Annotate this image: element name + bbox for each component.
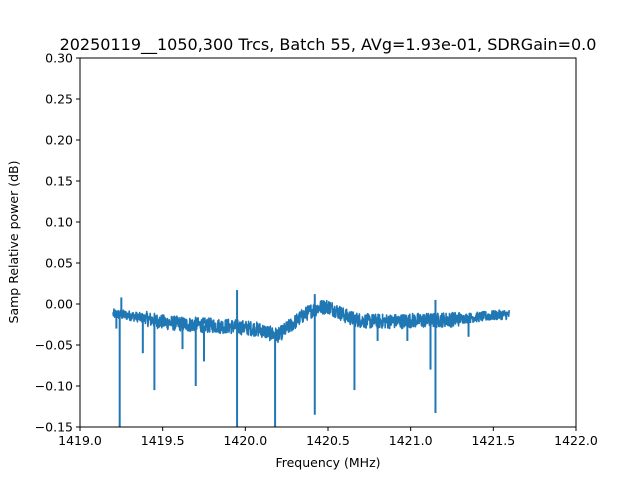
series-line	[112, 299, 511, 344]
y-tick-label: 0.10	[45, 215, 73, 230]
y-tick-label: 0.20	[45, 133, 73, 148]
y-tick-label: −0.10	[35, 379, 73, 394]
y-tick-label: 0.25	[45, 92, 73, 107]
y-tick-label: −0.15	[35, 420, 73, 435]
x-tick-label: 1420.0	[223, 433, 267, 448]
x-tick-label: 1420.5	[306, 433, 350, 448]
x-tick-label: 1419.0	[58, 433, 102, 448]
y-tick-label: −0.05	[35, 338, 73, 353]
plot-area	[112, 290, 511, 427]
y-tick-label: 0.30	[45, 51, 73, 66]
y-axis: −0.15 −0.10 −0.05 0.00 0.05 0.10 0.15 0.20 0.25 0…	[35, 51, 80, 435]
y-tick-label: 0.00	[45, 297, 73, 312]
x-axis-label: Frequency (MHz)	[275, 455, 380, 470]
x-axis: 1419.0 1419.5 1420.0 1420.5 1421.0 1421.5 1422…	[58, 427, 598, 448]
x-tick-label: 1422.0	[554, 433, 598, 448]
y-tick-label: 0.15	[45, 174, 73, 189]
y-axis-label: Samp Relative power (dB)	[6, 161, 21, 324]
x-tick-label: 1421.0	[389, 433, 433, 448]
x-tick-label: 1419.5	[141, 433, 185, 448]
x-tick-label: 1421.5	[471, 433, 515, 448]
chart-title: 20250119__1050,300 Trcs, Batch 55, AVg=1…	[60, 35, 597, 55]
y-tick-label: 0.05	[45, 256, 73, 271]
